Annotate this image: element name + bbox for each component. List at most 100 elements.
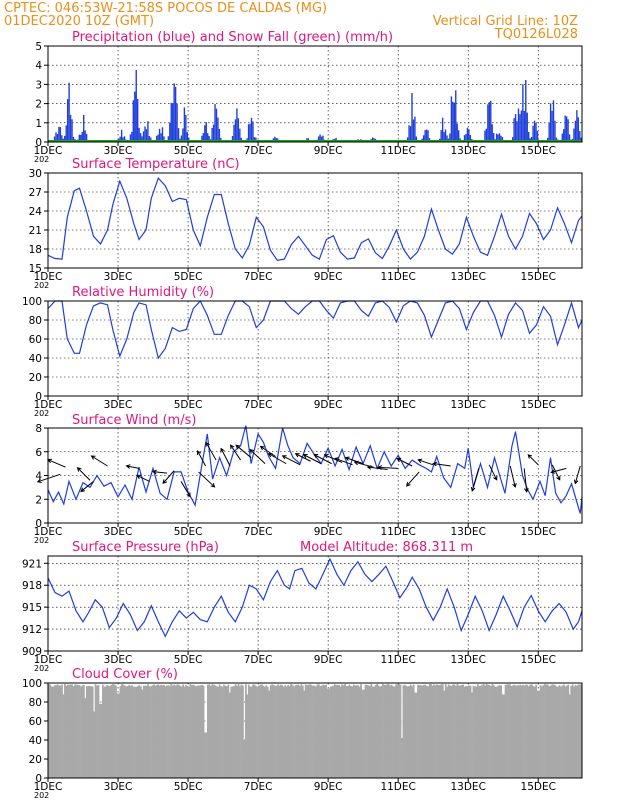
cloud-bar (342, 685, 345, 778)
precip-bar (443, 132, 445, 142)
precip-bar (231, 136, 234, 142)
cloud-bar (74, 684, 77, 778)
cloud-bar (526, 684, 529, 778)
cloud-bar (389, 685, 392, 778)
precip-bar (563, 129, 565, 142)
panel-cloud: 0 20 40 60 80 100 1DEC 3DEC 5DEC 7DEC 9DEC 11DEC 13D… (22, 667, 583, 800)
precip-bar (66, 99, 69, 142)
precip-bar (122, 137, 124, 142)
precip-bar (59, 127, 62, 142)
cloud-bar (298, 686, 301, 778)
cloud-bar (539, 685, 542, 778)
x-tick-label: 1DEC (34, 526, 63, 538)
precip-bar (72, 136, 75, 142)
cloud-bar (139, 686, 142, 778)
cloud-bar (228, 692, 231, 778)
header-date: 01DEC2020 10Z (GMT) (4, 14, 154, 29)
cloud-bar (360, 684, 362, 778)
cloud-bar (209, 686, 212, 778)
precip-bar (564, 115, 566, 142)
cloud-bar (520, 685, 523, 778)
cloud-bar (472, 685, 475, 778)
precip-bar (65, 125, 67, 142)
precip-bar (406, 137, 409, 142)
cloud-bar (345, 686, 348, 778)
cloud-bar (205, 732, 208, 778)
cloud-bar (220, 686, 222, 778)
precip-bar (274, 136, 276, 142)
cloud-bar (348, 684, 351, 778)
y-tick-label: 100 (22, 296, 42, 308)
cloud-bar (514, 685, 517, 778)
y-tick-label: 8 (35, 423, 42, 435)
precip-bar (84, 130, 86, 142)
precip-bar (253, 137, 256, 142)
cloud-bar (513, 684, 516, 778)
precip-bar (68, 82, 70, 142)
y-tick-label: 20 (29, 372, 42, 384)
cloud-bar (167, 685, 170, 778)
cloud-bar (193, 685, 196, 778)
precip-bar (536, 130, 539, 142)
cloud-bar (247, 684, 250, 778)
precip-bar (522, 84, 524, 142)
precip-bar (485, 128, 488, 142)
cloud-bar (555, 686, 558, 778)
cloud-bar (542, 685, 545, 778)
cloud-bar (179, 685, 182, 778)
precip-bar (440, 130, 442, 142)
precip-bar (414, 116, 416, 142)
cloud-bar (580, 684, 583, 778)
cloud-bar (226, 686, 228, 778)
precip-bar (247, 124, 250, 142)
cloud-bar (188, 686, 190, 778)
x-tick-label: 9DEC (314, 781, 343, 793)
x-tick-label: 11DEC (380, 526, 415, 538)
precip-bar (412, 119, 415, 142)
precip-bar (208, 136, 210, 142)
wind-arrow (323, 454, 343, 463)
precip-bar (141, 136, 143, 142)
x-tick-label: 5DEC (174, 654, 203, 666)
precip-bar (85, 133, 88, 142)
precip-bar (71, 119, 73, 142)
cloud-bar (90, 686, 93, 778)
y-tick-label: 27 (29, 187, 42, 199)
x-year-fragment: 202 (34, 664, 49, 673)
cloud-bar (570, 685, 573, 778)
precip-bar (161, 127, 164, 142)
precip-bar (500, 135, 502, 142)
cloud-bar (180, 686, 183, 778)
cloud-bar (196, 685, 199, 778)
cloud-bar (153, 684, 155, 778)
x-tick-label: 15DEC (521, 399, 556, 411)
cloud-bar (237, 683, 240, 778)
y-tick-label: 2 (35, 494, 42, 506)
precip-bar (568, 134, 571, 142)
cloud-bar (576, 685, 578, 778)
precip-bar (80, 134, 82, 142)
wind-arrow (405, 471, 420, 487)
cloud-bar (422, 684, 425, 778)
cloud-bar (560, 686, 562, 778)
cloud-bar (253, 684, 256, 778)
cloud-bar (271, 684, 273, 778)
cloud-bar (522, 684, 524, 778)
cloud-bar (420, 685, 422, 778)
y-tick-label: 4 (35, 471, 42, 483)
cloud-bar (269, 685, 272, 778)
wind-arrow (417, 458, 434, 466)
cloud-bar (301, 685, 304, 778)
x-tick-label: 11DEC (380, 271, 415, 283)
cloud-bar (425, 685, 428, 778)
cloud-bar (424, 684, 427, 778)
cloud-bar (418, 685, 421, 778)
cloud-bar (230, 686, 233, 778)
cloud-bar (284, 685, 287, 778)
cloud-bar (474, 686, 476, 778)
wind-arrow (180, 481, 191, 498)
cloud-bar (161, 685, 164, 778)
y-tick-label: 15 (29, 263, 42, 275)
cloud-bar (116, 693, 119, 778)
precip-bar (528, 131, 530, 142)
